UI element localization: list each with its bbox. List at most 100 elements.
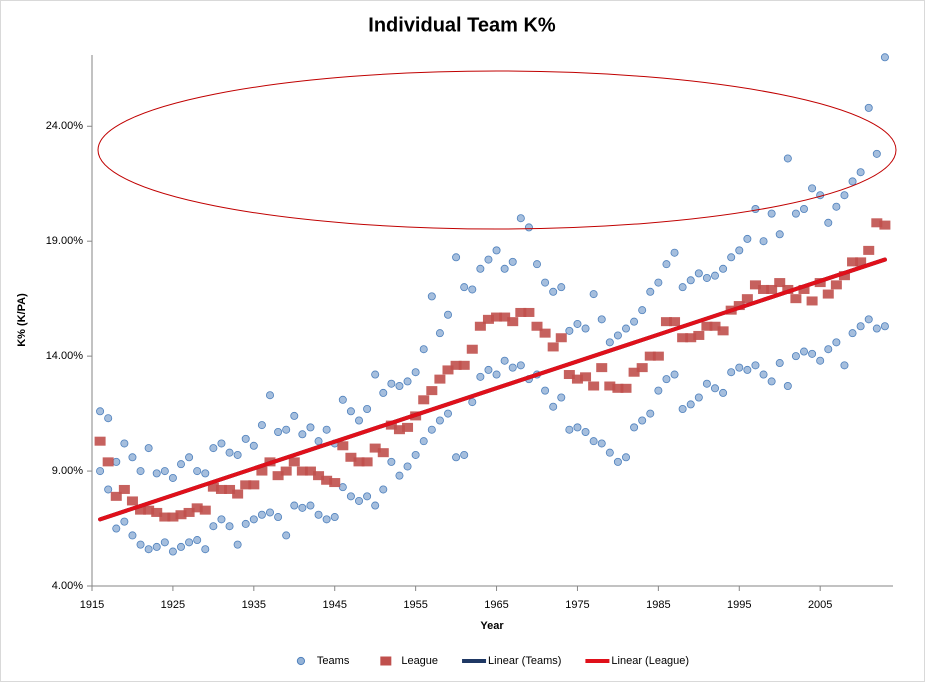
team-point: [460, 450, 469, 459]
team-point: [282, 425, 291, 434]
team-point: [581, 427, 590, 436]
team-point: [800, 205, 809, 214]
league-point: [215, 484, 227, 494]
team-point: [597, 315, 606, 324]
league-point: [466, 344, 478, 354]
team-point: [686, 400, 695, 409]
league-point: [588, 381, 600, 391]
team-point: [128, 531, 137, 540]
team-point: [314, 437, 323, 446]
team-point: [411, 368, 420, 377]
league-point: [329, 478, 341, 488]
team-point: [557, 283, 566, 292]
team-point: [533, 260, 542, 269]
team-point: [751, 361, 760, 370]
team-point: [249, 515, 258, 524]
team-point: [120, 517, 129, 526]
team-point: [419, 345, 428, 354]
team-point: [387, 379, 396, 388]
team-point: [630, 423, 639, 432]
team-point: [371, 370, 380, 379]
legend-item: Linear (Teams): [462, 655, 561, 667]
chart-title: Individual Team K%: [368, 14, 556, 36]
team-point: [427, 292, 436, 301]
y-tick-label: 14.00%: [46, 350, 84, 362]
league-point: [855, 257, 867, 267]
team-point: [622, 324, 631, 333]
league-point: [685, 333, 697, 343]
team-point: [800, 347, 809, 356]
league-point: [628, 367, 640, 377]
legend-item: Linear (League): [585, 655, 689, 667]
team-point: [791, 209, 800, 218]
league-point: [248, 480, 260, 490]
team-point: [160, 538, 169, 547]
league-point: [749, 280, 761, 290]
team-point: [783, 154, 792, 163]
team-point: [864, 315, 873, 324]
team-point: [573, 423, 582, 432]
team-point: [468, 398, 477, 407]
league-point: [450, 360, 462, 370]
y-tick-label: 4.00%: [52, 580, 83, 592]
team-point: [144, 545, 153, 554]
team-point: [225, 448, 234, 457]
team-point: [759, 370, 768, 379]
team-point: [864, 103, 873, 112]
team-point: [711, 271, 720, 280]
team-point: [298, 430, 307, 439]
y-tick-label: 24.00%: [46, 120, 84, 132]
team-point: [565, 326, 574, 335]
league-point: [256, 466, 268, 476]
team-point: [605, 338, 614, 347]
team-point: [144, 444, 153, 453]
league-point: [693, 330, 705, 340]
team-point: [346, 492, 355, 501]
team-point: [743, 234, 752, 243]
team-point: [265, 508, 274, 517]
league-point: [741, 294, 753, 304]
team-point: [104, 485, 113, 494]
league-point: [361, 457, 373, 467]
team-point: [589, 290, 598, 299]
x-tick-label: 1995: [727, 599, 751, 611]
league-point: [135, 505, 147, 515]
league-point: [474, 321, 486, 331]
team-point: [185, 453, 194, 462]
team-point: [581, 324, 590, 333]
team-point: [395, 382, 404, 391]
team-point: [217, 515, 226, 524]
team-point: [613, 331, 622, 340]
team-point: [476, 264, 485, 273]
team-point: [338, 483, 347, 492]
league-point: [555, 333, 567, 343]
y-tick-label: 19.00%: [46, 235, 84, 247]
league-point: [151, 507, 163, 517]
legend-item: Teams: [296, 655, 350, 667]
team-point: [233, 540, 242, 549]
team-point: [152, 469, 161, 478]
league-point: [677, 333, 689, 343]
team-point: [136, 540, 145, 549]
league-point: [531, 321, 543, 331]
team-point: [516, 214, 525, 223]
team-point: [638, 416, 647, 425]
league-point: [847, 257, 859, 267]
team-point: [249, 441, 258, 450]
league-point: [636, 363, 648, 373]
league-point: [798, 284, 810, 294]
team-point: [735, 246, 744, 255]
team-point: [403, 462, 412, 471]
team-point: [654, 278, 663, 287]
team-point: [346, 407, 355, 416]
team-point: [613, 457, 622, 466]
team-point: [168, 473, 177, 482]
team-point: [403, 377, 412, 386]
team-point: [848, 177, 857, 186]
team-point: [460, 283, 469, 292]
league-point: [515, 307, 527, 317]
league-point: [879, 220, 891, 230]
y-tick-label: 9.00%: [52, 465, 83, 477]
league-point: [871, 218, 883, 228]
team-point: [241, 519, 250, 528]
